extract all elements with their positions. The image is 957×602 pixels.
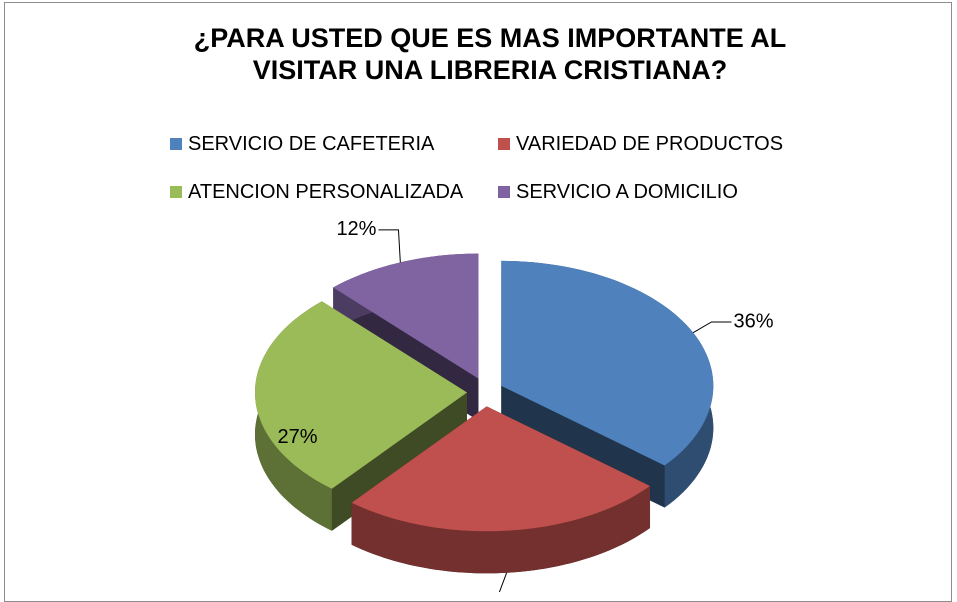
pie-slice (351, 406, 651, 574)
legend-item: ATENCION PERSONALIZADA (170, 178, 498, 206)
leader-line (498, 572, 508, 592)
pie-slice (255, 301, 468, 531)
legend-item: SERVICIO DE CAFETERIA (170, 130, 498, 158)
slice-top (501, 260, 714, 466)
slice-top (351, 406, 650, 532)
legend-swatch (498, 186, 510, 198)
leader-line (378, 229, 401, 263)
legend-swatch (170, 186, 182, 198)
leader-line (692, 321, 732, 334)
data-label: 36% (733, 310, 773, 332)
data-label: 27% (277, 426, 317, 448)
legend-label: SERVICIO DE CAFETERIA (188, 132, 435, 155)
legend-item: SERVICIO A DOMICILIO (498, 178, 838, 206)
slice-top (333, 253, 479, 379)
legend-label: ATENCION PERSONALIZADA (188, 180, 464, 203)
slice-side (351, 486, 650, 574)
legend-swatch (498, 138, 510, 150)
legend: SERVICIO DE CAFETERIA VARIEDAD DE PRODUCT… (170, 130, 850, 206)
legend-label: VARIEDAD DE PRODUCTOS (516, 132, 784, 155)
chart-title: ¿PARA USTED QUE ES MAS IMPORTANTE AL VIS… (193, 23, 787, 85)
data-label: 12% (336, 218, 376, 240)
legend-swatch (170, 138, 182, 150)
slice-top (255, 301, 468, 489)
legend-item: VARIEDAD DE PRODUCTOS (498, 130, 838, 158)
legend-label: SERVICIO A DOMICILIO (516, 180, 738, 203)
